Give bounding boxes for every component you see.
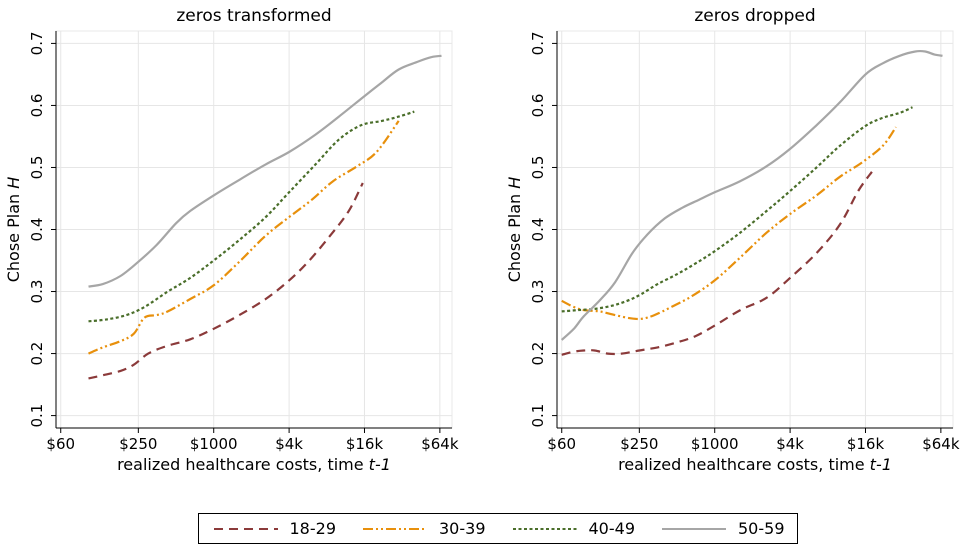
- legend-item-50-59: 50-59: [660, 519, 785, 538]
- legend-item-40-49: 40-49: [511, 519, 636, 538]
- x-axis-label: realized healthcare costs, time t-1: [618, 455, 892, 474]
- panel-1: $60 $250 $1000 $4k $16k $64k 0.1 0.2 0.3 0.4 0.5 0.…: [4, 6, 459, 474]
- panel-title: zeros dropped: [694, 6, 815, 26]
- y-tick-label: 0.6: [529, 94, 547, 118]
- x-tick-label: $4k: [776, 435, 804, 453]
- y-tick-label: 0.3: [529, 280, 547, 304]
- x-tick-label: $60: [547, 435, 576, 453]
- y-tick-label: 0.1: [529, 404, 547, 428]
- x-tick-label: $1000: [691, 435, 739, 453]
- series-line-18-29: [88, 182, 364, 380]
- legend-swatch-30-39: [363, 527, 427, 530]
- x-tick-label: $64k: [421, 435, 459, 453]
- y-tick-label: 0.5: [28, 156, 46, 180]
- series-line-30-39: [88, 120, 400, 355]
- x-tick-label: $16k: [346, 435, 384, 453]
- y-tick-label: 0.3: [28, 280, 46, 304]
- y-tick-label: 0.4: [529, 218, 547, 242]
- y-tick-label: 0.2: [28, 342, 46, 366]
- legend-item-30-39: 30-39: [361, 519, 486, 538]
- y-tick-label: 0.5: [529, 156, 547, 180]
- y-tick-label: 0.1: [28, 404, 46, 428]
- series-line-50-59: [560, 49, 943, 341]
- x-tick-label: $250: [119, 435, 157, 453]
- legend-label-30-39: 30-39: [439, 519, 486, 538]
- legend-item-18-29: 18-29: [212, 519, 337, 538]
- legend-label-18-29: 18-29: [289, 519, 337, 538]
- y-tick-label: 0.7: [529, 31, 547, 55]
- y-tick-label: 0.4: [28, 218, 46, 242]
- legend: 18-29 30-39 40-49 50-59: [198, 513, 798, 544]
- series-line-40-49: [88, 110, 415, 323]
- series-line-40-49: [561, 106, 913, 313]
- y-tick-label: 0.2: [529, 342, 547, 366]
- legend-label-40-49: 40-49: [588, 519, 636, 538]
- x-tick-label: $60: [46, 435, 75, 453]
- series-line-50-59: [88, 54, 442, 288]
- legend-swatch-50-59: [662, 527, 726, 530]
- y-tick-label: 0.7: [28, 31, 46, 55]
- panel-2: $60 $250 $1000 $4k $16k $64k 0.1 0.2 0.3 0.4 0.5 0.…: [505, 6, 960, 474]
- legend-label-50-59: 50-59: [738, 519, 785, 538]
- legend-swatch-40-49: [512, 527, 577, 530]
- x-tick-label: $16k: [847, 435, 885, 453]
- x-tick-label: $64k: [922, 435, 960, 453]
- series-line-30-39: [561, 126, 897, 321]
- chart-figure: $60 $250 $1000 $4k $16k $64k 0.1 0.2 0.3 0.4 0.5 0.…: [4, 6, 960, 474]
- y-axis-label: Chose Plan H: [505, 177, 524, 283]
- panel-title: zeros transformed: [176, 6, 331, 26]
- legend-swatch-18-29: [213, 527, 278, 530]
- x-axis-label: realized healthcare costs, time t-1: [117, 455, 391, 474]
- x-tick-label: $4k: [275, 435, 303, 453]
- y-tick-label: 0.6: [28, 94, 46, 118]
- x-tick-label: $250: [620, 435, 658, 453]
- x-tick-label: $1000: [190, 435, 238, 453]
- series-line-18-29: [561, 171, 873, 356]
- y-axis-label: Chose Plan H: [4, 177, 23, 283]
